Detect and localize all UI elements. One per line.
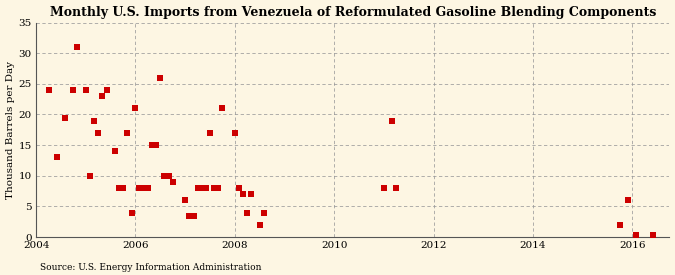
Point bbox=[142, 186, 153, 190]
Point bbox=[254, 222, 265, 227]
Point bbox=[43, 88, 54, 92]
Point bbox=[51, 155, 62, 160]
Point bbox=[151, 143, 162, 147]
Point bbox=[630, 233, 641, 237]
Point bbox=[234, 186, 244, 190]
Point bbox=[184, 213, 194, 218]
Point bbox=[84, 174, 95, 178]
Point bbox=[259, 210, 269, 215]
Point bbox=[97, 94, 107, 98]
Point bbox=[109, 149, 120, 153]
Point bbox=[217, 106, 227, 111]
Point bbox=[238, 192, 248, 196]
Point bbox=[59, 115, 70, 120]
Point bbox=[209, 186, 219, 190]
Point bbox=[230, 131, 240, 135]
Point bbox=[126, 210, 137, 215]
Point bbox=[180, 198, 190, 202]
Point bbox=[246, 192, 256, 196]
Point bbox=[205, 131, 215, 135]
Point bbox=[146, 143, 157, 147]
Point bbox=[163, 174, 174, 178]
Point bbox=[89, 118, 100, 123]
Point bbox=[122, 131, 132, 135]
Point bbox=[242, 210, 252, 215]
Point bbox=[391, 186, 402, 190]
Point bbox=[68, 88, 79, 92]
Point bbox=[72, 45, 83, 49]
Point bbox=[196, 186, 207, 190]
Point bbox=[93, 131, 104, 135]
Point bbox=[213, 186, 224, 190]
Point bbox=[614, 222, 625, 227]
Point bbox=[379, 186, 389, 190]
Point bbox=[192, 186, 203, 190]
Point bbox=[387, 118, 398, 123]
Point bbox=[200, 186, 211, 190]
Text: Source: U.S. Energy Information Administration: Source: U.S. Energy Information Administ… bbox=[40, 263, 262, 272]
Title: Monthly U.S. Imports from Venezuela of Reformulated Gasoline Blending Components: Monthly U.S. Imports from Venezuela of R… bbox=[49, 6, 656, 18]
Y-axis label: Thousand Barrels per Day: Thousand Barrels per Day bbox=[5, 61, 15, 199]
Point bbox=[130, 106, 141, 111]
Point bbox=[138, 186, 149, 190]
Point bbox=[117, 186, 128, 190]
Point bbox=[188, 213, 199, 218]
Point bbox=[647, 233, 658, 237]
Point bbox=[167, 180, 178, 184]
Point bbox=[101, 88, 112, 92]
Point bbox=[134, 186, 145, 190]
Point bbox=[80, 88, 91, 92]
Point bbox=[159, 174, 169, 178]
Point bbox=[155, 75, 166, 80]
Point bbox=[623, 198, 634, 202]
Point bbox=[113, 186, 124, 190]
